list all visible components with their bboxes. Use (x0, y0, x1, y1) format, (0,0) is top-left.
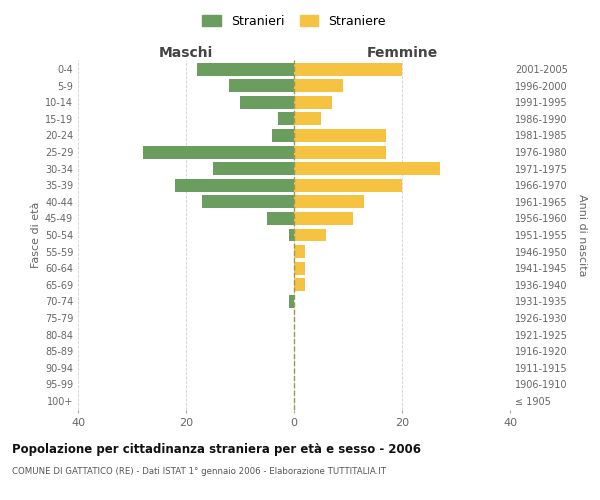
Bar (202, 196, 294, 208)
Text: Femmine: Femmine (367, 46, 437, 60)
Bar (294, 278, 305, 291)
Bar (229, 79, 294, 92)
Bar (175, 179, 294, 192)
Bar (294, 245, 305, 258)
Bar (294, 162, 440, 175)
Text: Maschi: Maschi (159, 46, 213, 60)
Bar (278, 112, 294, 126)
Bar (294, 179, 402, 192)
Text: Popolazione per cittadinanza straniera per età e sesso - 2006: Popolazione per cittadinanza straniera p… (12, 442, 421, 456)
Bar (294, 112, 321, 126)
Bar (294, 228, 326, 241)
Bar (294, 212, 353, 225)
Bar (294, 62, 402, 76)
Bar (294, 129, 386, 142)
Bar (213, 162, 294, 175)
Bar (289, 295, 294, 308)
Bar (197, 62, 294, 76)
Bar (143, 146, 294, 158)
Y-axis label: Anni di nascita: Anni di nascita (577, 194, 587, 276)
Bar (294, 79, 343, 92)
Bar (294, 146, 386, 158)
Legend: Stranieri, Straniere: Stranieri, Straniere (199, 11, 389, 32)
Bar (272, 129, 294, 142)
Y-axis label: Fasce di età: Fasce di età (31, 202, 41, 268)
Bar (289, 228, 294, 241)
Bar (294, 96, 332, 109)
Bar (294, 262, 305, 274)
Bar (294, 196, 364, 208)
Bar (240, 96, 294, 109)
Bar (267, 212, 294, 225)
Text: COMUNE DI GATTATICO (RE) - Dati ISTAT 1° gennaio 2006 - Elaborazione TUTTITALIA.: COMUNE DI GATTATICO (RE) - Dati ISTAT 1°… (12, 468, 386, 476)
